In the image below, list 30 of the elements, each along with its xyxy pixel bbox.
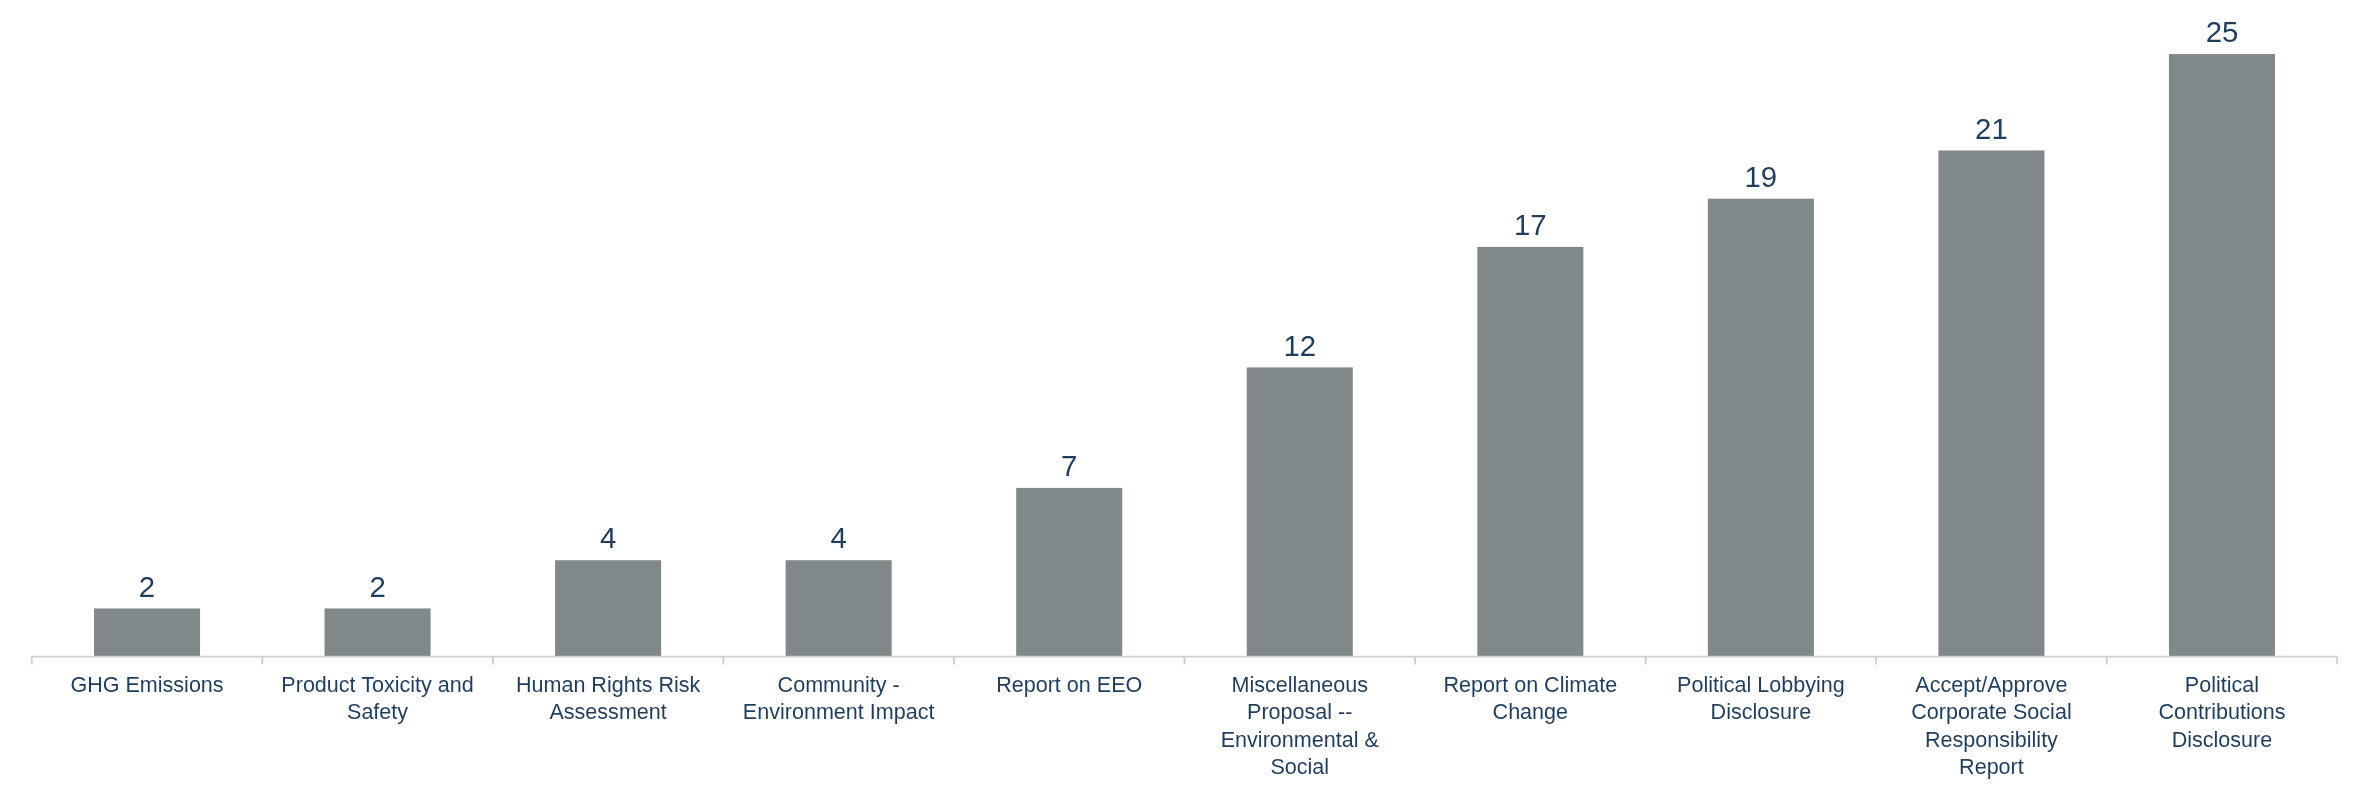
x-tick-label: Human Rights Risk Assessment: [515, 671, 701, 725]
bar: [1477, 246, 1584, 657]
data-label: 17: [1513, 208, 1547, 242]
x-tick-label: Community - Environment Impact: [742, 671, 935, 725]
x-tick-label: Report on EEO: [996, 671, 1143, 697]
data-label: 25: [2205, 15, 2239, 49]
data-label: 21: [1975, 111, 2008, 145]
x-tick-label: Political Contributions Disclosure: [2158, 671, 2286, 752]
data-label: 7: [1061, 449, 1078, 483]
bar: [785, 560, 892, 657]
bar: [93, 608, 201, 657]
data-label: 12: [1283, 328, 1317, 362]
x-tick-label: Political Lobbying Disclosure: [1677, 671, 1845, 725]
data-label: 4: [830, 521, 847, 555]
data-label: 2: [138, 569, 156, 603]
x-tick-label: Product Toxicity and Safety: [281, 671, 474, 725]
x-tick-label: Report on Climate Change: [1443, 671, 1618, 725]
x-tick-label: GHG Emissions: [70, 671, 224, 697]
data-label: 4: [599, 521, 617, 555]
bar: [1246, 367, 1353, 657]
bar: [1016, 487, 1123, 657]
bar: [2168, 54, 2276, 657]
bar: [555, 560, 662, 657]
data-label: 19: [1744, 159, 1778, 193]
data-label: 2: [369, 569, 386, 603]
x-tick-label: Accept/Approve Corporate Social Responsibility Report: [1911, 671, 2072, 780]
bar: [1707, 198, 1814, 657]
bar: [1938, 150, 2045, 657]
x-tick-label: Miscellaneous Proposal -- Environmental & Social: [1220, 671, 1380, 780]
bar: [324, 608, 431, 657]
